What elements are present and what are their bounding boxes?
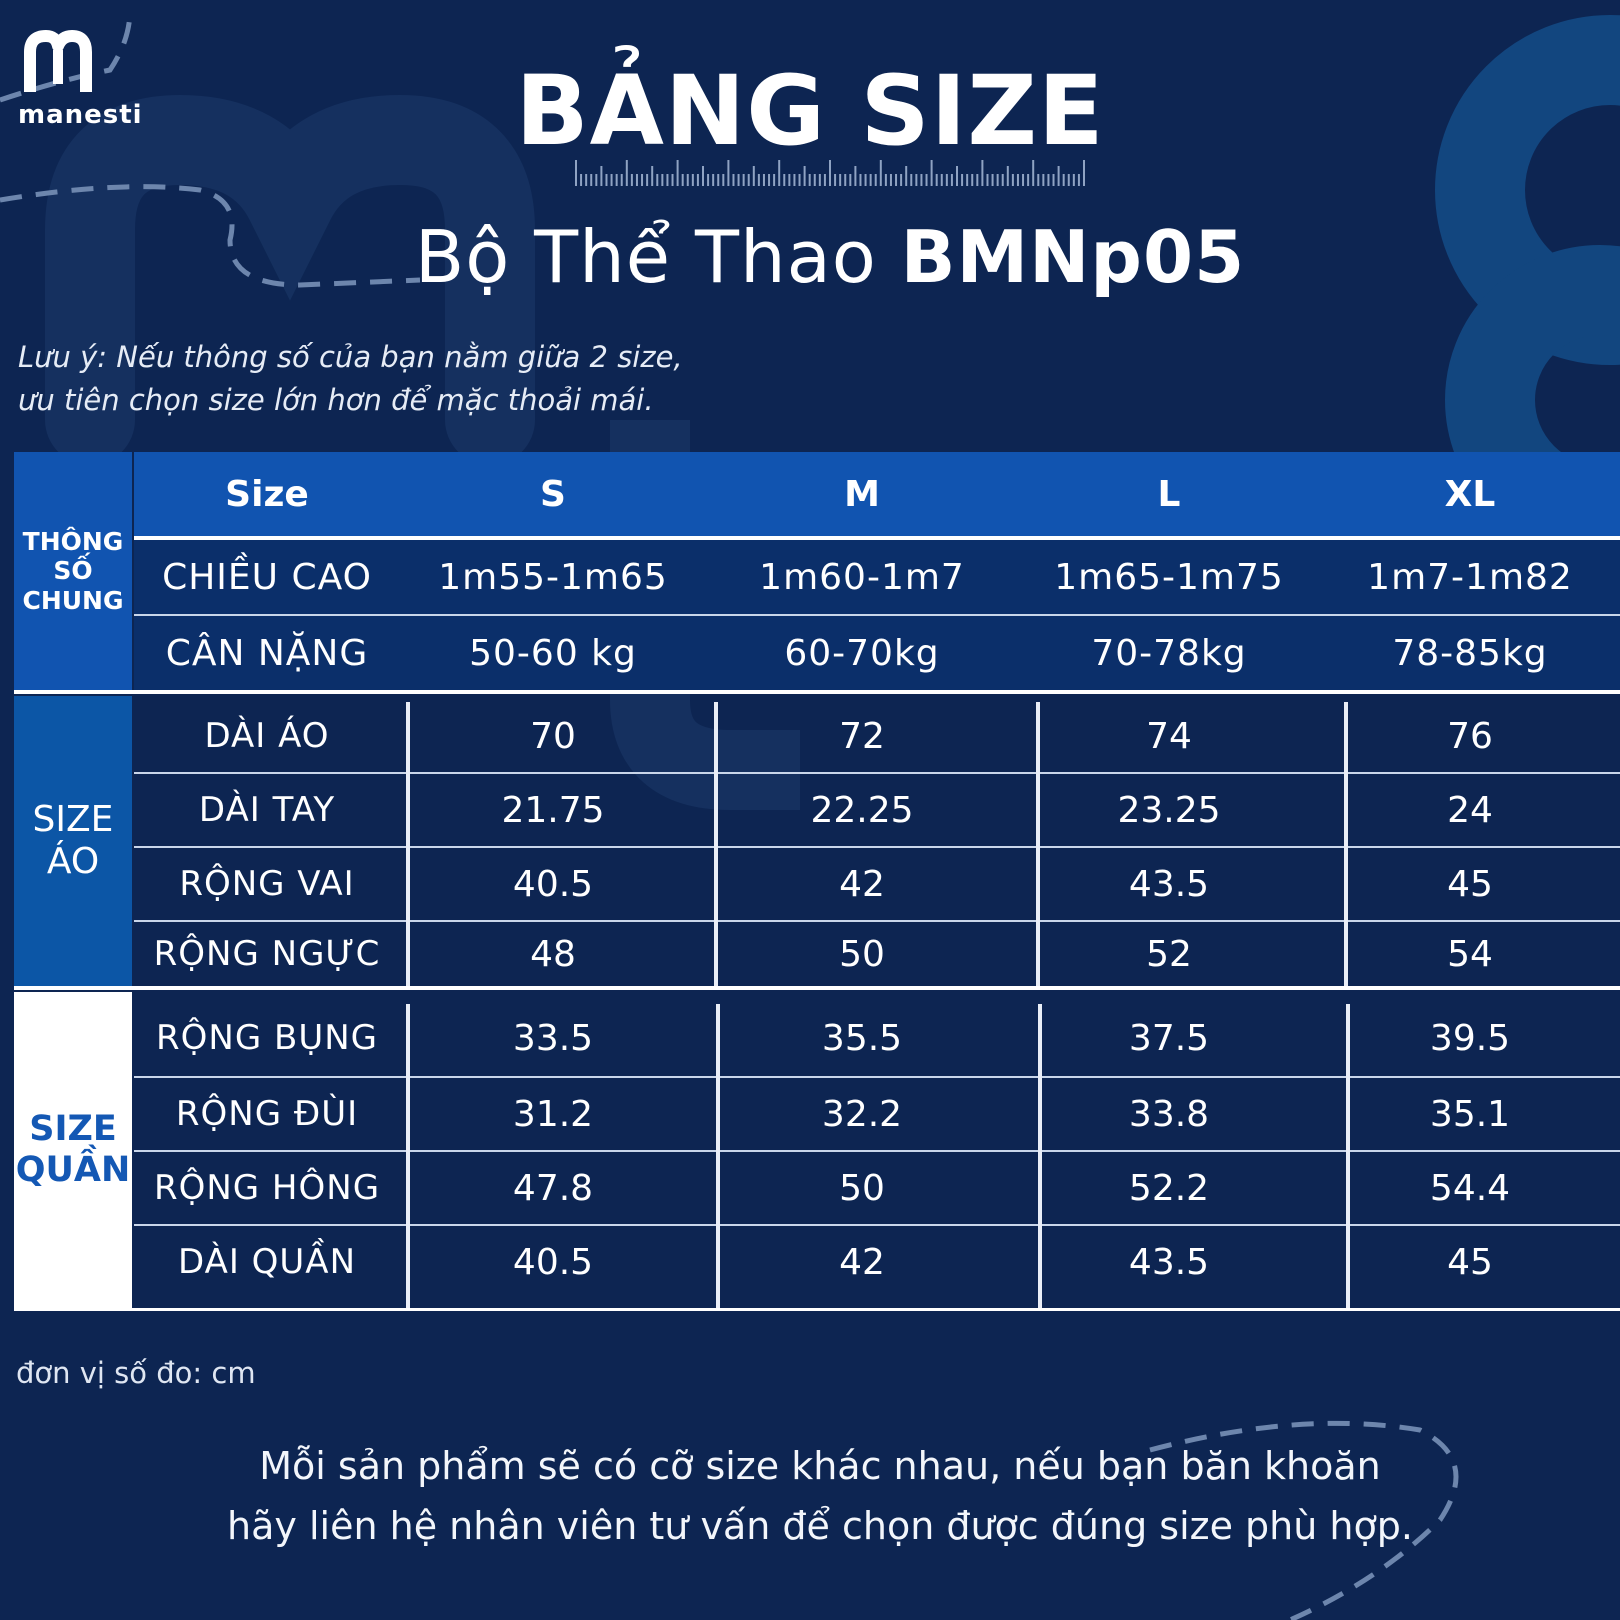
cell-rong-hong-s: 47.8: [512, 1167, 594, 1209]
row-label-dai-tay: DÀI TAY: [198, 790, 336, 830]
divider-quan-3: [134, 1224, 1620, 1226]
footer-message: Mỗi sản phẩm sẽ có cỡ size khác nhau, nế…: [0, 1436, 1620, 1556]
cell-rong-vai-l: 43.5: [1128, 863, 1210, 905]
header-band: [134, 452, 1620, 536]
row-label-rong-bung: RỘNG BỤNG: [156, 1018, 378, 1058]
divider-ao-top: [14, 690, 1620, 694]
col-divider-ao-1: [406, 702, 410, 986]
cell-weight-l: 70-78kg: [1091, 632, 1247, 674]
divider-quan-top: [14, 986, 1620, 990]
size-note: Lưu ý: Nếu thông số của bạn nằm giữa 2 s…: [18, 336, 683, 422]
cell-dai-tay-m: 22.25: [810, 789, 914, 831]
cell-dai-quan-s: 40.5: [512, 1241, 594, 1283]
cell-height-xl: 1m7-1m82: [1367, 556, 1573, 598]
cell-dai-tay-l: 23.25: [1117, 789, 1221, 831]
col-divider-quan-1: [406, 1004, 410, 1308]
divider-ao-3: [134, 920, 1620, 922]
cell-dai-ao-xl: 76: [1447, 715, 1493, 757]
cell-rong-bung-xl: 39.5: [1429, 1017, 1511, 1059]
size-table: THÔNG SỐ CHUNG SIZE ÁO SIZE QUẦN Size S …: [14, 452, 1620, 1312]
col-divider-ao-2: [714, 702, 718, 986]
cell-rong-bung-m: 35.5: [821, 1017, 903, 1059]
cell-weight-m: 60-70kg: [784, 632, 940, 674]
cell-dai-ao-m: 72: [839, 715, 885, 757]
cell-rong-bung-l: 37.5: [1128, 1017, 1210, 1059]
header-size-label: Size: [225, 473, 309, 515]
cell-rong-dui-s: 31.2: [512, 1093, 594, 1135]
header-size-m: M: [844, 473, 880, 515]
general-label-bg: [14, 452, 132, 690]
cell-rong-hong-l: 52.2: [1128, 1167, 1210, 1209]
divider-quan-2: [134, 1150, 1620, 1152]
cell-dai-ao-s: 70: [530, 715, 576, 757]
col-divider-quan-3: [1038, 1004, 1042, 1308]
cell-rong-vai-s: 40.5: [512, 863, 594, 905]
page-title: BẢNG SIZE: [515, 55, 1105, 167]
col-divider-ao-3: [1036, 702, 1040, 986]
cell-weight-s: 50-60 kg: [469, 632, 637, 674]
cell-dai-quan-xl: 45: [1447, 1241, 1493, 1283]
cell-rong-hong-xl: 54.4: [1429, 1167, 1511, 1209]
footer-line-1: Mỗi sản phẩm sẽ có cỡ size khác nhau, nế…: [259, 1444, 1381, 1488]
manesti-logo-icon: [24, 30, 92, 92]
row-label-height: CHIỀU CAO: [162, 556, 372, 598]
unit-note: đơn vị số đo: cm: [16, 1356, 256, 1390]
cell-height-m: 1m60-1m7: [759, 556, 965, 598]
cell-dai-quan-m: 42: [839, 1241, 885, 1283]
subtitle-prefix: Bộ Thể Thao: [414, 215, 901, 299]
divider-general: [134, 614, 1620, 616]
cell-dai-quan-l: 43.5: [1128, 1241, 1210, 1283]
col-divider-ao-4: [1344, 702, 1348, 986]
row-label-dai-quan: DÀI QUẦN: [177, 1242, 357, 1282]
cell-rong-dui-xl: 35.1: [1429, 1093, 1511, 1135]
divider-ao-1: [134, 772, 1620, 774]
header-size-xl: XL: [1444, 473, 1496, 515]
divider-quan-1: [134, 1076, 1620, 1078]
brand-name: manesti: [18, 100, 143, 130]
cell-height-l: 1m65-1m75: [1054, 556, 1284, 598]
cell-rong-nguc-m: 50: [839, 933, 885, 975]
divider-bottom: [14, 1308, 1620, 1311]
product-subtitle: Bộ Thể Thao BMNp05: [0, 212, 1620, 302]
col-divider-quan-2: [716, 1004, 720, 1308]
row-label-rong-nguc: RỘNG NGỰC: [153, 934, 381, 974]
cell-rong-dui-l: 33.8: [1128, 1093, 1210, 1135]
cell-rong-vai-m: 42: [839, 863, 885, 905]
row-label-rong-vai: RỘNG VAI: [179, 864, 355, 904]
row-label-weight: CÂN NẶNG: [165, 632, 369, 674]
cell-height-s: 1m55-1m65: [438, 556, 668, 598]
cell-rong-vai-xl: 45: [1447, 863, 1493, 905]
cell-rong-nguc-xl: 54: [1447, 933, 1493, 975]
row-label-rong-dui: RỘNG ĐÙI: [175, 1094, 359, 1134]
header-size-s: S: [540, 473, 566, 515]
cell-rong-nguc-l: 52: [1146, 933, 1192, 975]
ruler-decoration: [575, 160, 1085, 186]
note-line-2: ưu tiên chọn size lớn hơn để mặc thoải m…: [18, 383, 654, 417]
quan-group-label: SIZE QUẦN: [15, 1108, 131, 1190]
cell-rong-hong-m: 50: [839, 1167, 885, 1209]
ao-label-bg: [14, 696, 132, 986]
divider-ao-2: [134, 846, 1620, 848]
cell-rong-bung-s: 33.5: [512, 1017, 594, 1059]
cell-rong-nguc-s: 48: [530, 933, 576, 975]
cell-dai-tay-xl: 24: [1447, 789, 1493, 831]
divider-header: [134, 536, 1620, 540]
row-label-dai-ao: DÀI ÁO: [204, 716, 330, 756]
note-line-1: Lưu ý: Nếu thông số của bạn nằm giữa 2 s…: [18, 340, 683, 374]
cell-rong-dui-m: 32.2: [821, 1093, 903, 1135]
ao-group-label: SIZE ÁO: [32, 798, 114, 882]
quan-label-bg: [14, 992, 132, 1308]
cell-dai-ao-l: 74: [1146, 715, 1192, 757]
cell-dai-tay-s: 21.75: [501, 789, 605, 831]
brand-logo: manesti: [16, 28, 142, 130]
cell-weight-xl: 78-85kg: [1392, 632, 1548, 674]
footer-line-2: hãy liên hệ nhân viên tư vấn để chọn đượ…: [227, 1504, 1413, 1548]
product-code: BMNp05: [900, 215, 1246, 299]
header-size-l: L: [1157, 473, 1181, 515]
general-group-label: THÔNG SỐ CHUNG: [22, 526, 124, 615]
col-divider-quan-4: [1346, 1004, 1350, 1308]
row-label-rong-hong: RỘNG HÔNG: [153, 1168, 381, 1208]
